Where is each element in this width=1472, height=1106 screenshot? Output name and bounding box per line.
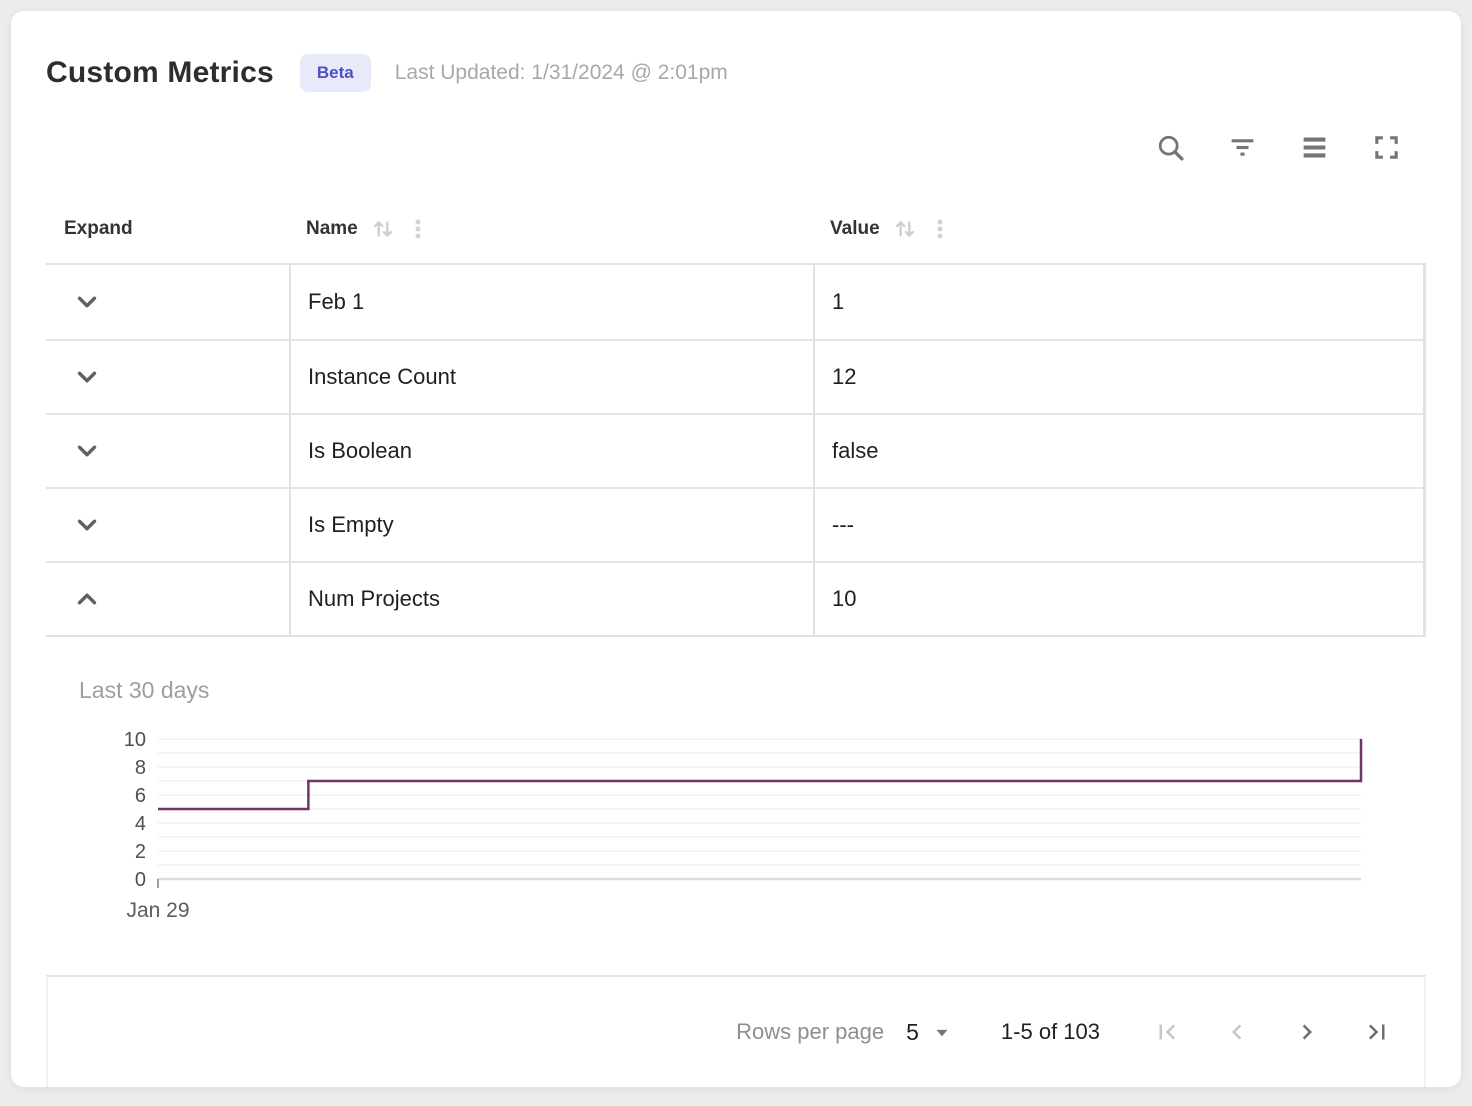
page-title: Custom Metrics bbox=[46, 56, 274, 89]
column-label-name: Name bbox=[306, 218, 358, 239]
table-row: Is Boolean false bbox=[46, 413, 1423, 487]
chevron-down-icon bbox=[77, 445, 97, 457]
column-menu-icon[interactable] bbox=[928, 217, 952, 241]
beta-badge: Beta bbox=[299, 54, 371, 92]
rows-per-page: Rows per page 5 bbox=[736, 1019, 955, 1046]
chevron-down-icon bbox=[77, 296, 97, 308]
fullscreen-button[interactable] bbox=[1370, 131, 1402, 163]
toolbar bbox=[46, 125, 1426, 169]
column-menu-icon[interactable] bbox=[406, 217, 430, 241]
density-button[interactable] bbox=[1298, 131, 1330, 163]
expand-row-button[interactable] bbox=[70, 508, 104, 542]
svg-text:10: 10 bbox=[124, 731, 146, 751]
metric-name: Feb 1 bbox=[289, 265, 813, 339]
table-row: Feb 1 1 bbox=[46, 265, 1423, 339]
table-body: Feb 1 1 Instance Count 12 Is Boolean fal… bbox=[46, 263, 1426, 637]
chevron-down-icon bbox=[77, 519, 97, 531]
table-footer: Rows per page 5 1-5 of 103 bbox=[46, 975, 1426, 1087]
filter-icon bbox=[1231, 138, 1253, 156]
table-header-row: Expand Name Value bbox=[46, 195, 1426, 263]
table-row: Num Projects 10 bbox=[46, 561, 1423, 635]
expand-row-button[interactable] bbox=[70, 434, 104, 468]
chevron-left-icon bbox=[1232, 1024, 1242, 1040]
detail-chart: 0 2 4 6 8 10 Jan 29 bbox=[124, 731, 1363, 922]
metric-name: Instance Count bbox=[289, 341, 813, 413]
pagination-controls bbox=[1150, 1015, 1394, 1049]
expand-row-button[interactable] bbox=[70, 360, 104, 394]
metric-name: Num Projects bbox=[289, 563, 813, 635]
table-row: Is Empty --- bbox=[46, 487, 1423, 561]
last-page-button[interactable] bbox=[1360, 1015, 1394, 1049]
svg-text:0: 0 bbox=[135, 869, 146, 891]
svg-text:8: 8 bbox=[135, 757, 146, 779]
svg-text:6: 6 bbox=[135, 785, 146, 807]
last-updated: Last Updated: 1/31/2024 @ 2:01pm bbox=[394, 61, 728, 84]
dropdown-caret-icon bbox=[936, 1029, 948, 1037]
last-page-icon bbox=[1368, 1024, 1385, 1040]
column-label-value: Value bbox=[830, 218, 880, 239]
svg-text:4: 4 bbox=[135, 813, 146, 835]
card-header: Custom Metrics Beta Last Updated: 1/31/2… bbox=[46, 47, 1426, 99]
pagination-range: 1-5 of 103 bbox=[1000, 1019, 1100, 1044]
fullscreen-icon bbox=[1374, 135, 1398, 159]
prev-page-button[interactable] bbox=[1220, 1015, 1254, 1049]
density-icon bbox=[1303, 136, 1325, 158]
next-page-button[interactable] bbox=[1290, 1015, 1324, 1049]
metric-name: Is Boolean bbox=[289, 415, 813, 487]
chevron-right-icon bbox=[1302, 1024, 1312, 1040]
table-row: Instance Count 12 bbox=[46, 339, 1423, 413]
metric-value: 12 bbox=[813, 341, 1423, 413]
metric-name: Is Empty bbox=[289, 489, 813, 561]
column-label-expand: Expand bbox=[64, 218, 133, 239]
rows-per-page-select[interactable]: 5 bbox=[906, 1019, 955, 1046]
first-page-button[interactable] bbox=[1150, 1015, 1184, 1049]
metric-value: 1 bbox=[813, 265, 1423, 339]
column-header-name[interactable]: Name bbox=[289, 216, 813, 242]
filter-button[interactable] bbox=[1226, 131, 1258, 163]
svg-text:2: 2 bbox=[135, 841, 146, 863]
sort-icon[interactable] bbox=[892, 216, 918, 242]
chevron-down-icon bbox=[77, 371, 97, 383]
column-header-expand: Expand bbox=[46, 218, 289, 240]
custom-metrics-card: Custom Metrics Beta Last Updated: 1/31/2… bbox=[10, 10, 1462, 1088]
search-button[interactable] bbox=[1154, 131, 1186, 163]
collapse-row-button[interactable] bbox=[70, 582, 104, 616]
detail-title: Last 30 days bbox=[79, 677, 210, 703]
search-icon bbox=[1158, 135, 1184, 161]
row-detail-panel: Last 30 days 0 2 4 6 8 10 Jan 29 bbox=[46, 673, 1426, 927]
expand-row-button[interactable] bbox=[70, 285, 104, 319]
metric-value: 10 bbox=[813, 563, 1423, 635]
chevron-up-icon bbox=[77, 593, 97, 605]
metric-value: false bbox=[813, 415, 1423, 487]
rows-per-page-value: 5 bbox=[906, 1018, 919, 1045]
first-page-icon bbox=[1159, 1024, 1176, 1040]
sort-icon[interactable] bbox=[370, 216, 396, 242]
svg-text:Jan 29: Jan 29 bbox=[126, 899, 189, 922]
rows-per-page-label: Rows per page bbox=[736, 1019, 885, 1044]
column-header-value[interactable]: Value bbox=[813, 216, 1426, 242]
metric-value: --- bbox=[813, 489, 1423, 561]
